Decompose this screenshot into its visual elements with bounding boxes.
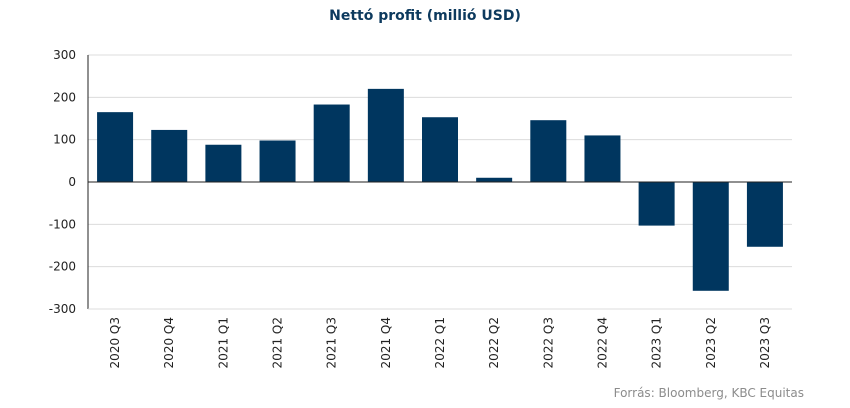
y-tick-label: -300 [49,302,76,316]
source-note: Forrás: Bloomberg, KBC Equitas [613,386,804,400]
y-tick-label: 0 [68,175,76,189]
bar-2021-q4 [367,88,404,182]
bar-2022-q3 [530,120,567,182]
bar-2021-q1 [205,144,242,182]
chart-title: Nettó profit (millió USD) [329,8,521,24]
bar-2022-q1 [422,117,458,182]
x-tick-label: 2023 Q3 [758,317,772,368]
y-tick-label: 100 [53,133,76,147]
y-tick-label: -200 [49,260,76,274]
axes [87,55,792,310]
bars [97,88,783,291]
y-tick-label: 300 [53,48,76,62]
bar-2023-q3 [746,182,783,247]
x-tick-label: 2022 Q4 [595,317,609,368]
bar-2023-q1 [638,182,675,226]
x-tick-label: 2020 Q4 [162,317,176,368]
y-tick-label: 200 [53,90,76,104]
bar-2022-q2 [476,177,513,182]
x-tick-label: 2021 Q1 [216,317,230,368]
x-tick-label: 2022 Q3 [541,317,555,368]
x-tick-label: 2021 Q4 [379,317,393,368]
x-tick-label: 2022 Q2 [487,317,501,368]
bar-2023-q2 [692,182,729,291]
x-tick-label: 2021 Q3 [325,317,339,368]
x-tick-label: 2020 Q3 [108,317,122,368]
bar-2021-q3 [313,104,350,182]
x-axis-ticks: 2020 Q3 2020 Q4 2021 Q1 2021 Q2 2021 Q3 2021 … [108,317,772,368]
bar-2020-q4 [151,129,188,182]
bar-2020-q3 [97,112,134,182]
x-tick-label: 2022 Q1 [433,317,447,368]
x-tick-label: 2023 Q2 [704,317,718,368]
bar-2022-q4 [584,135,621,182]
x-tick-label: 2023 Q1 [650,317,664,368]
y-tick-label: -100 [49,217,76,231]
y-axis-ticks: 300 200 100 0 -100 -200 -300 [49,48,76,316]
bar-2021-q2 [259,140,296,182]
x-tick-label: 2021 Q2 [271,317,285,368]
